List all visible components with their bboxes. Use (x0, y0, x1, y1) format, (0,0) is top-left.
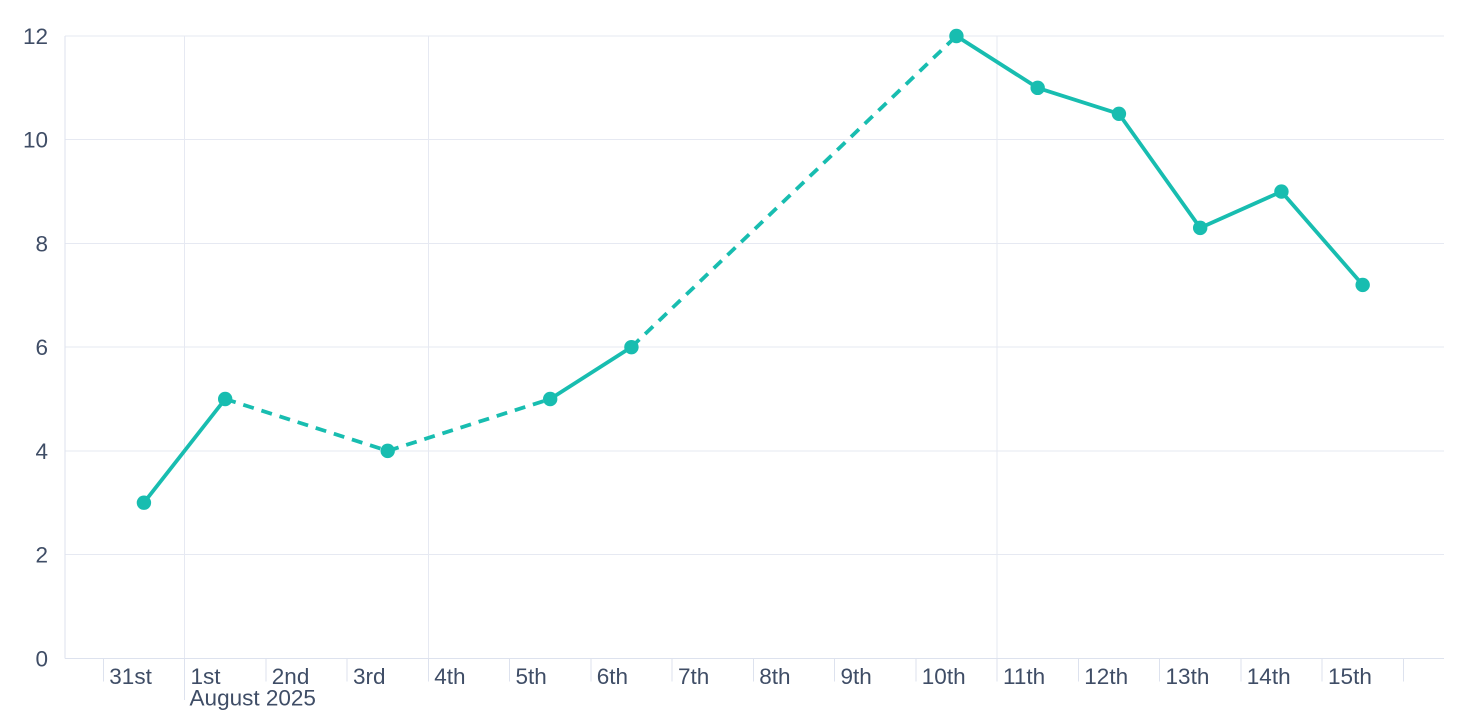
series-segment-solid (141, 397, 228, 505)
data-point[interactable] (1111, 106, 1127, 121)
y-axis-label: 6 (35, 335, 48, 360)
data-point[interactable] (1192, 220, 1208, 236)
data-point[interactable] (624, 339, 639, 355)
y-axis-label: 4 (35, 439, 48, 464)
x-axis-label: 4th (434, 664, 465, 689)
series-segment-solid (954, 34, 1365, 287)
data-point[interactable] (1030, 80, 1045, 96)
x-axis-label: 14th (1247, 664, 1291, 689)
x-axis-label: 15th (1328, 664, 1372, 689)
x-axis-label: 8th (759, 664, 790, 689)
series-segment-dashed (630, 34, 958, 349)
x-axis-label: 3rd (353, 664, 386, 689)
x-axis-label: 12th (1084, 664, 1128, 689)
y-axis-label: 12 (23, 24, 48, 49)
x-axis-label: 2nd (272, 664, 310, 689)
x-axis-label: 7th (678, 664, 709, 689)
data-point[interactable] (542, 391, 558, 407)
data-point[interactable] (380, 443, 395, 459)
x-axis-label: 9th (841, 664, 872, 689)
y-axis-label: 8 (35, 231, 48, 256)
x-axis-label: 13th (1166, 664, 1210, 689)
data-point[interactable] (1274, 184, 1289, 199)
x-axis-month-label: August 2025 (190, 686, 316, 711)
y-axis-label: 10 (23, 128, 48, 153)
x-axis-label: 31st (109, 664, 152, 689)
series-segment-dashed (224, 397, 551, 453)
series-segment-solid (548, 345, 634, 401)
x-axis-label: 11th (1003, 664, 1045, 689)
x-axis-label: 6th (597, 664, 628, 689)
data-point[interactable] (217, 391, 233, 407)
data-point[interactable] (949, 28, 964, 44)
y-axis-label: 0 (35, 646, 48, 671)
data-point[interactable] (136, 495, 152, 510)
data-point[interactable] (1355, 277, 1370, 293)
y-axis-label: 2 (35, 543, 48, 568)
x-axis-label: 10th (922, 664, 966, 689)
x-axis-label: 1st (191, 664, 222, 689)
x-axis-label: 5th (516, 664, 547, 689)
